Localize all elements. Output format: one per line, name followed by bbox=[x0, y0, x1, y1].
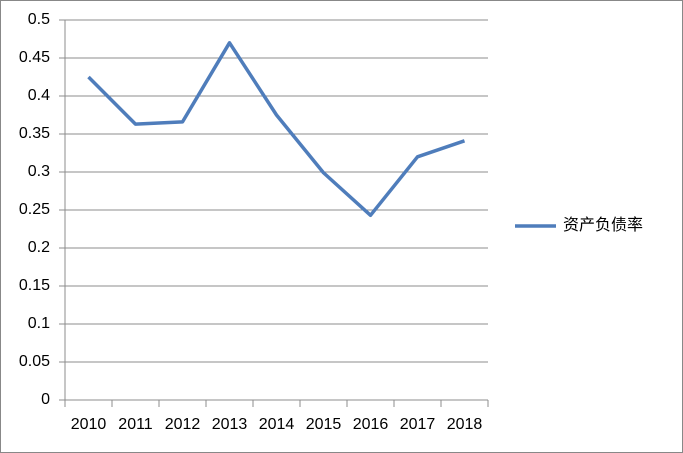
y-tick-label: 0 bbox=[41, 391, 50, 408]
x-tick-label: 2017 bbox=[400, 416, 436, 433]
y-tick-label: 0.25 bbox=[19, 201, 50, 218]
y-tick-label: 0.35 bbox=[19, 125, 50, 142]
y-tick-label: 0.05 bbox=[19, 353, 50, 370]
x-tick-label: 2015 bbox=[306, 416, 342, 433]
y-tick-label: 0.15 bbox=[19, 277, 50, 294]
y-tick-label: 0.4 bbox=[28, 87, 50, 104]
y-tick-label: 0.2 bbox=[28, 239, 50, 256]
x-tick-label: 2014 bbox=[259, 416, 295, 433]
y-tick-label: 0.3 bbox=[28, 163, 50, 180]
x-tick-label: 2012 bbox=[165, 416, 201, 433]
x-tick-label: 2011 bbox=[118, 416, 153, 433]
x-tick-label: 2018 bbox=[447, 416, 483, 433]
y-tick-label: 0.5 bbox=[28, 11, 50, 28]
y-tick-label: 0.45 bbox=[19, 49, 50, 66]
x-tick-label: 2013 bbox=[212, 416, 248, 433]
y-tick-label: 0.1 bbox=[28, 315, 50, 332]
line-series bbox=[87, 41, 466, 218]
legend-label: 资产负债率 bbox=[563, 216, 643, 234]
x-tick-label: 2010 bbox=[71, 416, 107, 433]
x-tick-label: 2016 bbox=[353, 416, 389, 433]
